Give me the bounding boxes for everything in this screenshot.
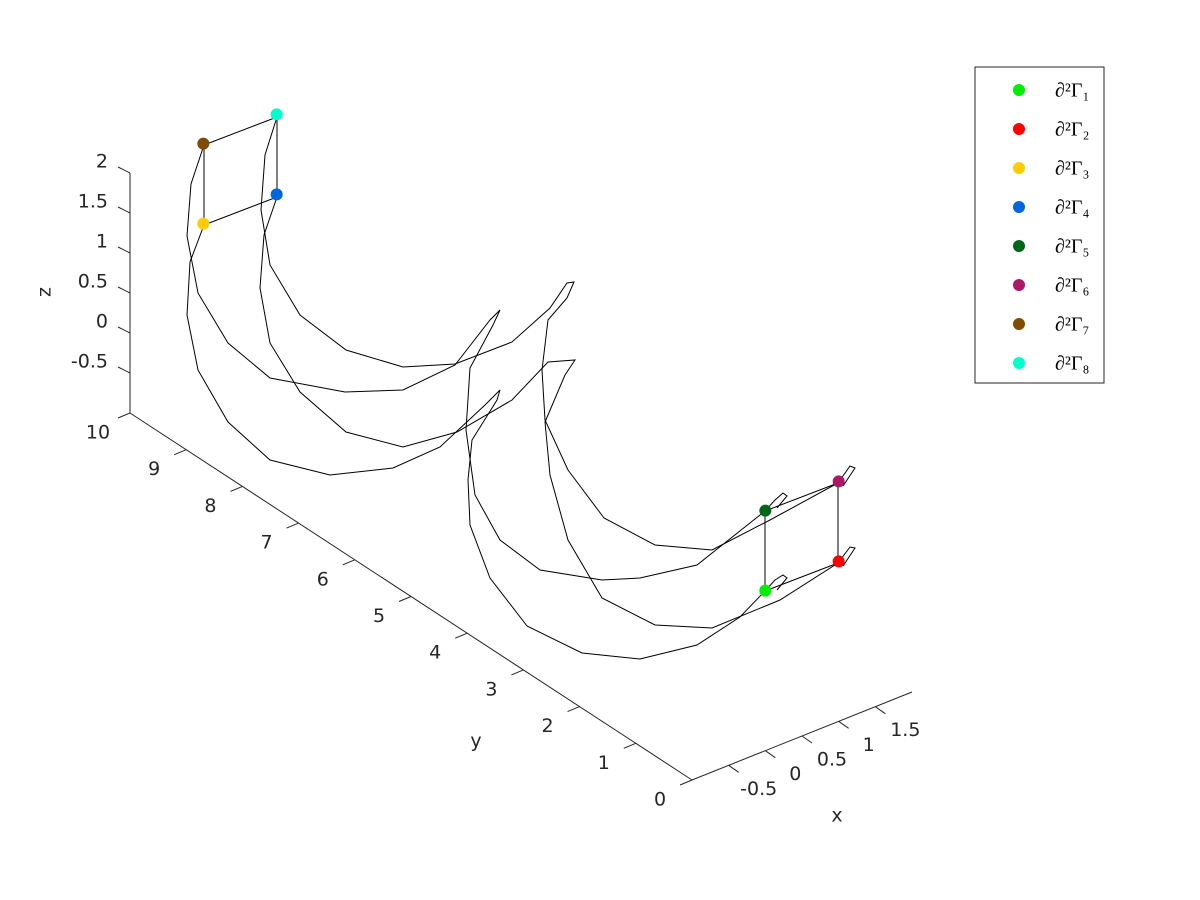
wire-curve xyxy=(259,196,856,629)
point xyxy=(270,108,283,121)
y-tick-label: 6 xyxy=(317,568,329,590)
y-tick xyxy=(511,669,524,676)
x-tick-label: 0.5 xyxy=(817,749,847,771)
legend-label: ∂²Γ₄ xyxy=(1055,197,1089,219)
legend-marker xyxy=(1013,162,1025,174)
x-tick xyxy=(875,706,886,715)
z-tick xyxy=(117,246,131,254)
x-tick xyxy=(838,720,849,729)
y-tick xyxy=(230,485,243,492)
x-tick-label: 1 xyxy=(863,734,875,756)
legend: ∂²Γ₁ ∂²Γ₂ ∂²Γ₃ ∂²Γ₄ ∂²Γ₅ ∂²Γ₆ ∂²Γ₇ ∂²Γ₈ xyxy=(1013,80,1089,375)
point xyxy=(832,555,845,568)
z-tick xyxy=(117,166,131,174)
wire-curve xyxy=(186,144,766,581)
y-tick-label: 0 xyxy=(654,789,666,811)
legend-marker xyxy=(1013,279,1025,291)
legend-marker xyxy=(1013,357,1025,369)
z-tick-label: 2 xyxy=(96,151,108,173)
x-tick-label: 0 xyxy=(789,763,801,785)
z-tick xyxy=(117,206,131,214)
z-tick xyxy=(117,286,131,294)
point xyxy=(832,475,845,488)
point xyxy=(270,188,283,201)
legend-marker xyxy=(1013,123,1025,135)
points xyxy=(197,108,845,597)
y-tick xyxy=(117,412,131,419)
x-axis-label: x xyxy=(831,805,842,827)
legend-box xyxy=(974,66,1105,384)
x-tick xyxy=(801,735,813,744)
z-tick-label: -0.5 xyxy=(71,351,108,373)
legend-marker xyxy=(1013,84,1025,96)
wire-curve xyxy=(764,492,788,512)
x-tick-label: -0.5 xyxy=(740,778,777,800)
y-tick xyxy=(286,522,299,529)
legend-label: ∂²Γ₆ xyxy=(1055,275,1089,297)
y-tick-label: 9 xyxy=(148,458,160,480)
y-tick-label: 3 xyxy=(485,678,497,700)
x-tick xyxy=(765,750,776,759)
legend-marker xyxy=(1013,201,1025,213)
z-axis-label: z xyxy=(34,287,56,297)
point xyxy=(759,584,772,597)
y-tick xyxy=(567,706,580,713)
legend-label: ∂²Γ₁ xyxy=(1055,80,1089,102)
y-tick-label: 2 xyxy=(542,715,554,737)
y-tick xyxy=(679,779,693,786)
y-tick xyxy=(342,559,355,566)
wire-edge xyxy=(203,116,278,226)
y-tick-label: 1 xyxy=(598,752,610,774)
y-tick xyxy=(455,632,468,639)
y-tick xyxy=(398,596,412,602)
legend-label: ∂²Γ₅ xyxy=(1055,236,1089,258)
axes: -0.5 0 0.5 1 1.5 0 1 2 3 4 5 6 7 8 9 10 -0.5 0 0.5 1 1.5 2 x y z xyxy=(34,151,921,827)
y-tick-label: 7 xyxy=(261,532,273,554)
y-tick-label: 10 xyxy=(86,422,110,444)
wire-curve xyxy=(186,224,788,660)
point xyxy=(759,504,772,517)
y-tick xyxy=(623,742,636,749)
point xyxy=(197,137,210,150)
y-axis-label: y xyxy=(470,730,481,752)
legend-label: ∂²Γ₃ xyxy=(1055,158,1089,180)
z-tick-label: 1 xyxy=(96,231,108,253)
z-tick-label: 0 xyxy=(96,311,108,333)
y-tick-label: 5 xyxy=(373,605,385,627)
y-tick-label: 4 xyxy=(429,642,441,664)
legend-marker xyxy=(1013,318,1025,330)
y-tick-label: 8 xyxy=(204,495,216,517)
legend-label: ∂²Γ₈ xyxy=(1055,353,1089,375)
point xyxy=(197,217,210,230)
legend-marker xyxy=(1013,240,1025,252)
y-tick xyxy=(174,449,187,456)
x-tick-label: 1.5 xyxy=(890,719,920,741)
x-tick xyxy=(728,764,739,773)
z-tick-label: 0.5 xyxy=(78,271,108,293)
z-tick-label: 1.5 xyxy=(78,191,108,213)
z-tick xyxy=(117,366,131,374)
wireframe xyxy=(186,116,856,660)
legend-label: ∂²Γ₂ xyxy=(1055,119,1089,141)
wire-curve xyxy=(260,116,856,551)
legend-label: ∂²Γ₇ xyxy=(1055,314,1089,336)
z-tick xyxy=(117,326,131,334)
